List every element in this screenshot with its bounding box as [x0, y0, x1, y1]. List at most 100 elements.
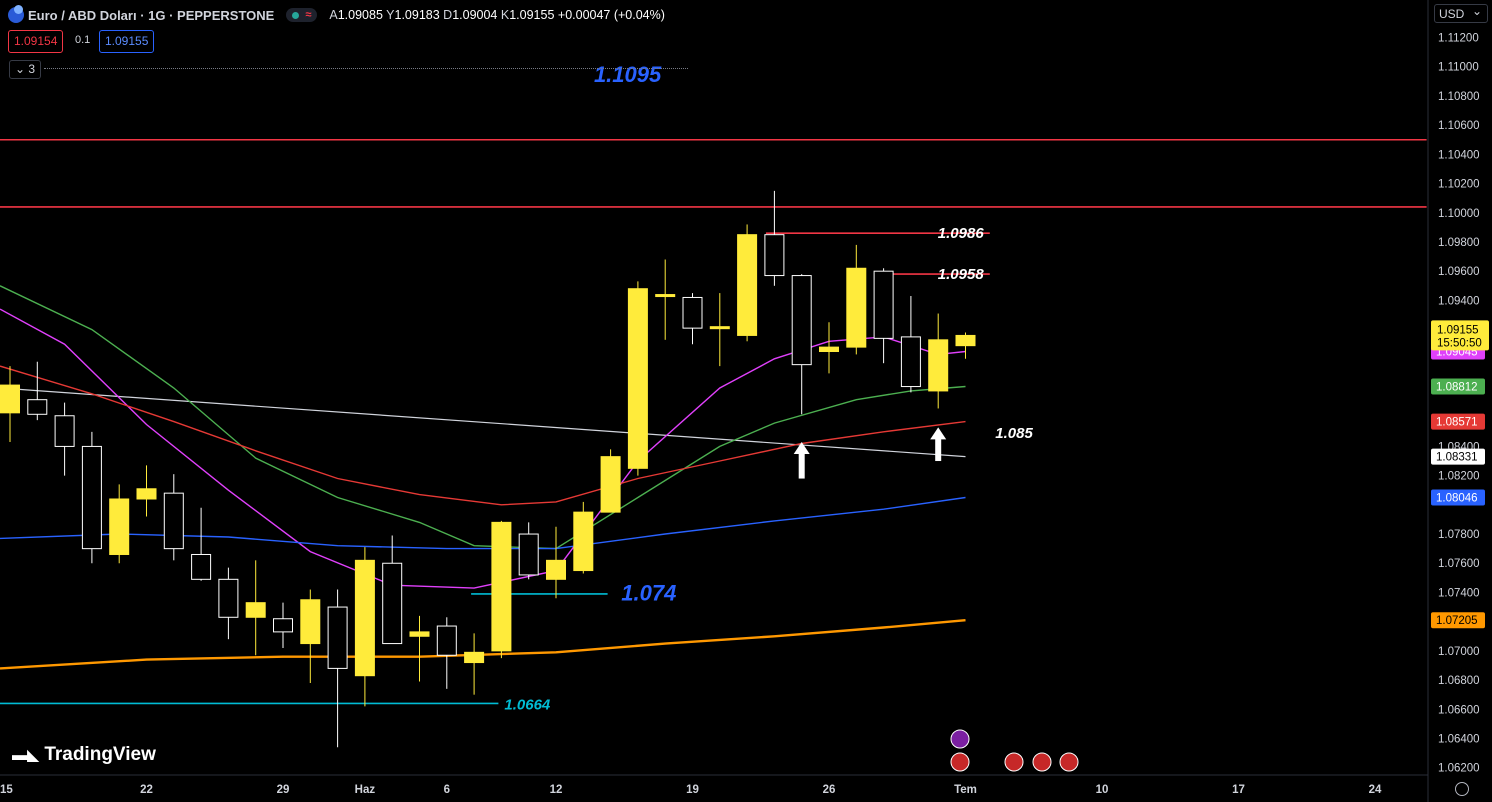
candle-body — [54, 415, 75, 447]
price-axis-label: 1.09400 — [1438, 295, 1480, 307]
settings-gear-icon[interactable] — [1455, 782, 1469, 796]
price-axis-label: 1.09800 — [1438, 237, 1480, 249]
candle-body — [245, 602, 266, 618]
time-axis-label: 15 — [0, 784, 13, 796]
candle-body — [436, 625, 457, 656]
candle-body — [382, 562, 403, 645]
candle-body — [409, 631, 430, 637]
ohlc-open: 1.09085 — [337, 8, 383, 22]
candle-body — [682, 296, 703, 329]
price-axis-tag — [1431, 612, 1485, 629]
price-axis-tag — [1431, 448, 1485, 465]
current-price-text: 1.09155 — [1437, 324, 1479, 336]
price-axis-label: 1.07400 — [1438, 587, 1480, 599]
currency-select[interactable]: USD — [1434, 2, 1488, 23]
candle-body — [163, 492, 184, 550]
time-axis-label: 17 — [1232, 784, 1245, 796]
candle-body — [109, 498, 130, 555]
candle-body — [627, 288, 648, 469]
ohlc-open-key: A — [329, 8, 338, 22]
price-annotation: 1.074 — [621, 580, 676, 605]
price-axis-label: 1.07600 — [1438, 558, 1480, 570]
time-axis-label: 24 — [1369, 784, 1382, 796]
sell-button[interactable]: 1.09154 — [8, 30, 64, 53]
wave-icon: ≈ — [305, 9, 312, 21]
ohlc-low: 1.09004 — [452, 8, 498, 22]
symbol-icon[interactable] — [8, 5, 24, 23]
price-axis-label: 1.10800 — [1438, 91, 1480, 103]
price-axis-label: 1.06800 — [1438, 675, 1480, 687]
candle-body — [27, 399, 48, 415]
ohlc-high-key: Y — [386, 8, 395, 22]
tradingview-logo-icon: ▬◣ — [12, 747, 39, 764]
candle-body — [791, 275, 812, 366]
price-axis-label: 1.07000 — [1438, 646, 1480, 658]
candles-layer — [0, 190, 976, 748]
time-axis-label: 6 — [444, 784, 450, 796]
economic-event-icon — [1004, 752, 1024, 772]
candle-body — [0, 384, 20, 414]
chart-header: Euro / ABD Doları · 1G · PEPPERSTONE ≈ A… — [8, 5, 665, 24]
time-axis-label: 29 — [277, 784, 290, 796]
candle-body — [491, 521, 512, 652]
price-axis-tag-text: 1.08331 — [1436, 452, 1478, 464]
ohlc-close-key: K — [500, 8, 510, 22]
price-axis-label: 1.10600 — [1438, 120, 1480, 132]
candle-body — [955, 334, 976, 347]
status-pill[interactable]: ≈ — [286, 8, 318, 22]
price-axis-label: 1.10000 — [1438, 208, 1480, 220]
level-label: 1.0664 — [504, 696, 551, 713]
time-axis-label: Haz — [355, 784, 376, 796]
candle-body — [764, 234, 785, 277]
symbol-title[interactable]: Euro / ABD Doları · 1G · PEPPERSTONE — [28, 7, 275, 23]
annotations-layer: 1.0986 1.0958 1.0664 1.1095 1.074 1.085 — [504, 62, 1079, 772]
price-axis-tag — [1431, 378, 1485, 395]
moving-average-line — [0, 619, 966, 670]
price-axis-tag — [1431, 413, 1485, 430]
candle-body — [191, 553, 212, 580]
ohlc-readout: A1.09085 Y1.09183 D1.09004 K1.09155 +0.0… — [329, 8, 665, 22]
time-axis-label: Tem — [954, 784, 977, 796]
price-axis-tag — [1431, 489, 1485, 506]
tradingview-logo[interactable]: ▬◣ TradingView — [12, 744, 156, 766]
spread-value: 0.1 — [75, 34, 91, 46]
indicators-toggle-button[interactable]: ⌄ 3 — [9, 60, 41, 79]
ohlc-close: 1.09155 — [509, 8, 555, 22]
countdown-text: 15:50:50 — [1437, 337, 1482, 349]
buy-button[interactable]: 1.09155 — [99, 30, 155, 53]
moving-average-line — [0, 285, 966, 550]
ohlc-low-key: D — [443, 8, 453, 22]
candle-body — [218, 578, 239, 618]
drawings-layer — [0, 138, 1427, 705]
time-axis-label: 19 — [686, 784, 699, 796]
price-axis-tag-text: 1.07205 — [1436, 615, 1478, 627]
moving-average-line — [0, 496, 966, 550]
price-axis-label: 1.07800 — [1438, 529, 1480, 541]
price-axis-label: 1.11000 — [1438, 62, 1479, 74]
indicator-count: 3 — [28, 62, 36, 76]
price-axis-label: 1.10200 — [1438, 179, 1480, 191]
candle-body — [737, 234, 758, 336]
price-axis-tag-text: 1.08812 — [1436, 382, 1478, 394]
candle-body — [900, 336, 921, 388]
price-axis-label: 1.08200 — [1438, 471, 1480, 483]
time-axis-label: 12 — [550, 784, 563, 796]
candle-body — [709, 326, 730, 330]
current-price-tag — [1431, 320, 1489, 351]
up-arrow-shaft — [798, 453, 805, 479]
candle-body — [136, 488, 157, 500]
candle-body — [655, 294, 676, 298]
price-axis-tag-text: 1.08571 — [1436, 417, 1478, 429]
candle-body — [846, 267, 867, 348]
price-axis-label: 1.09600 — [1438, 266, 1480, 278]
economic-event-icon — [1032, 752, 1052, 772]
candle-body — [81, 445, 102, 550]
price-annotation: 1.085 — [995, 425, 1033, 442]
candle-body — [573, 511, 594, 572]
candle-body — [928, 339, 949, 392]
moving-average-line — [0, 365, 966, 506]
price-axis-label: 1.11200 — [1438, 33, 1479, 45]
candle-body — [354, 559, 375, 677]
